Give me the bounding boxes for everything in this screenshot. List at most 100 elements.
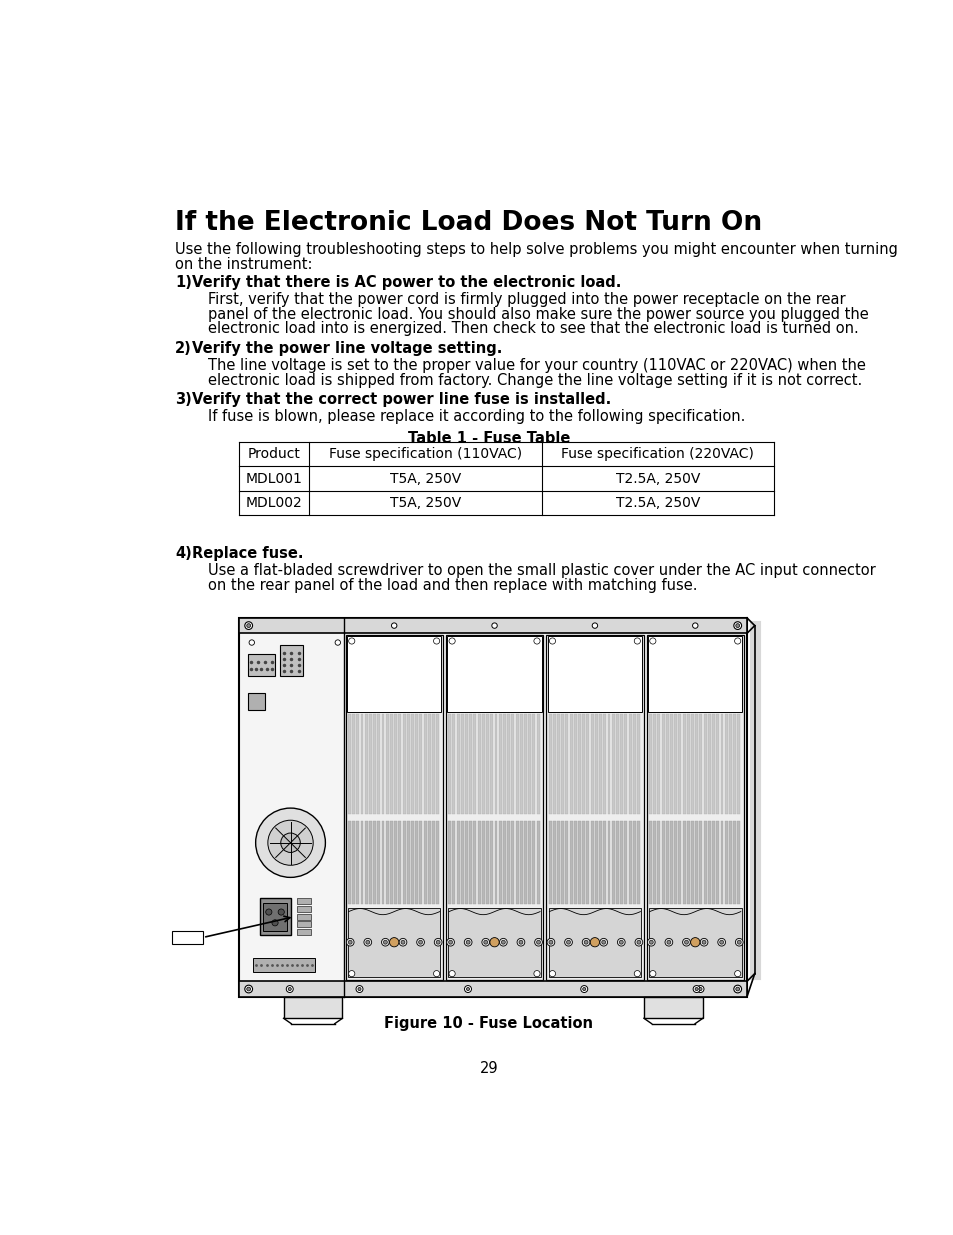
Bar — [660, 821, 664, 904]
Circle shape — [348, 638, 355, 645]
Text: Figure 10 - Fuse Location: Figure 10 - Fuse Location — [384, 1016, 593, 1031]
Circle shape — [566, 940, 570, 944]
Circle shape — [735, 939, 742, 946]
Circle shape — [635, 939, 642, 946]
Text: Replace fuse.: Replace fuse. — [192, 546, 303, 561]
Circle shape — [449, 971, 455, 977]
Bar — [648, 821, 651, 904]
Bar — [481, 821, 484, 904]
Circle shape — [734, 638, 740, 645]
Bar — [653, 821, 656, 904]
Bar — [581, 821, 584, 904]
Bar — [369, 714, 372, 814]
Bar — [452, 714, 455, 814]
Text: The line voltage is set to the proper value for your country (110VAC or 220VAC) : The line voltage is set to the proper va… — [208, 358, 864, 373]
Bar — [586, 714, 589, 814]
Bar — [578, 821, 580, 904]
Bar — [402, 714, 405, 814]
Bar — [628, 714, 631, 814]
Circle shape — [536, 940, 540, 944]
Circle shape — [618, 940, 622, 944]
Bar — [447, 636, 541, 713]
Bar — [733, 821, 736, 904]
Bar — [519, 821, 522, 904]
Bar — [711, 821, 715, 904]
Circle shape — [599, 939, 607, 946]
Bar — [733, 714, 736, 814]
Text: MDL001: MDL001 — [246, 472, 302, 485]
Bar — [560, 821, 563, 904]
Bar — [690, 821, 693, 904]
Circle shape — [717, 939, 725, 946]
Text: 3): 3) — [174, 393, 192, 408]
Bar — [473, 714, 476, 814]
Bar — [406, 821, 410, 904]
Bar — [469, 821, 472, 904]
Bar — [682, 714, 685, 814]
Circle shape — [355, 986, 362, 993]
Bar — [390, 821, 393, 904]
Text: electronic load is shipped from factory. Change the line voltage setting if it i: electronic load is shipped from factory.… — [208, 373, 861, 388]
Circle shape — [548, 940, 553, 944]
Bar — [460, 714, 463, 814]
Bar — [578, 714, 580, 814]
Circle shape — [481, 939, 489, 946]
Bar — [707, 821, 710, 904]
Bar — [355, 714, 359, 814]
Bar — [690, 714, 693, 814]
Circle shape — [335, 640, 340, 645]
Bar — [406, 714, 410, 814]
Bar — [419, 714, 422, 814]
Circle shape — [389, 937, 398, 947]
Bar — [415, 714, 417, 814]
Circle shape — [583, 940, 587, 944]
Bar — [720, 714, 722, 814]
Circle shape — [695, 988, 698, 990]
Circle shape — [601, 940, 605, 944]
Bar — [348, 821, 351, 904]
Bar — [632, 714, 635, 814]
Bar — [623, 714, 627, 814]
Text: 1): 1) — [174, 275, 192, 290]
Circle shape — [733, 621, 740, 630]
Bar — [716, 821, 719, 904]
Bar — [532, 821, 535, 904]
Circle shape — [381, 939, 389, 946]
Circle shape — [581, 939, 589, 946]
Circle shape — [719, 940, 722, 944]
Bar — [239, 618, 746, 997]
Bar — [432, 821, 435, 904]
Bar — [398, 714, 401, 814]
Circle shape — [649, 971, 656, 977]
Text: on the instrument:: on the instrument: — [174, 257, 313, 272]
Text: Product: Product — [248, 447, 300, 461]
Bar — [660, 714, 664, 814]
Circle shape — [348, 940, 352, 944]
Text: T2.5A, 250V: T2.5A, 250V — [615, 472, 700, 485]
Bar — [528, 821, 531, 904]
Bar — [456, 821, 459, 904]
Bar — [494, 714, 497, 814]
Circle shape — [490, 937, 498, 947]
Circle shape — [697, 986, 703, 993]
Bar — [364, 714, 367, 814]
Bar — [360, 821, 363, 904]
Bar — [296, 914, 311, 920]
Bar — [665, 714, 668, 814]
Bar — [643, 997, 702, 1019]
Bar — [686, 714, 689, 814]
Bar — [477, 821, 480, 904]
Circle shape — [517, 939, 524, 946]
Bar — [728, 821, 731, 904]
Bar — [557, 821, 559, 904]
Circle shape — [280, 834, 300, 852]
Bar — [423, 821, 426, 904]
Bar — [637, 714, 639, 814]
Bar — [678, 714, 680, 814]
Bar — [724, 821, 727, 904]
Circle shape — [592, 622, 597, 629]
Text: T5A, 250V: T5A, 250V — [390, 472, 460, 485]
Bar — [602, 714, 606, 814]
Bar — [657, 821, 659, 904]
Bar — [448, 908, 540, 977]
